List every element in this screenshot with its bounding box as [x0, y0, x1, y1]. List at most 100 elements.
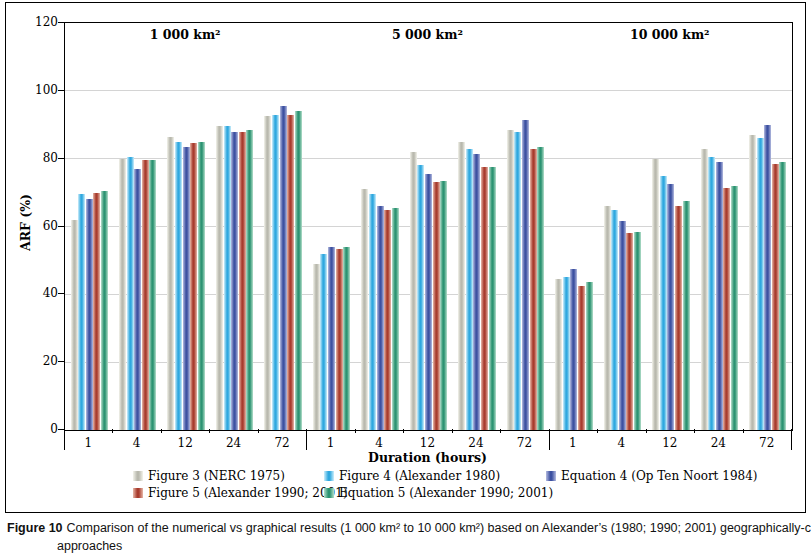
bar: [611, 210, 618, 430]
bar: [683, 201, 690, 430]
bar: [749, 135, 756, 430]
bar: [417, 165, 424, 430]
x-tick-label: 24: [209, 436, 257, 450]
bar: [514, 132, 521, 430]
bar: [361, 189, 368, 430]
x-tick-label: 12: [403, 436, 451, 450]
x-tick-label: 1: [306, 436, 354, 450]
x-tick-mark: [743, 429, 744, 433]
bar: [93, 193, 100, 430]
bar: [675, 206, 682, 430]
legend-swatch: [324, 471, 334, 481]
x-tick-mark: [452, 429, 453, 433]
y-tick-mark: [58, 293, 64, 294]
bar: [425, 174, 432, 430]
bar: [198, 142, 205, 430]
bar: [563, 277, 570, 430]
y-tick-mark: [58, 361, 64, 362]
legend-swatch: [546, 471, 556, 481]
bar: [410, 152, 417, 430]
bar: [757, 138, 764, 430]
y-tick-label: 40: [6, 286, 58, 300]
bar: [287, 115, 294, 430]
bar: [377, 206, 384, 430]
legend-item: Figure 5 (Alexander 1990; 2001): [133, 484, 324, 501]
y-tick-label: 100: [6, 83, 58, 97]
bar: [320, 254, 327, 430]
legend-swatch: [324, 488, 334, 498]
bar: [343, 247, 350, 430]
x-tick-label: 12: [646, 436, 694, 450]
figure-caption: Figure 10Comparison of the numerical vs …: [7, 520, 811, 555]
bar: [134, 169, 141, 430]
bar: [183, 147, 190, 430]
y-tick-mark: [58, 158, 64, 159]
figure-page: ARF (%) 020406080100120 1412247214122472…: [0, 0, 811, 560]
bar: [701, 149, 708, 431]
bar: [626, 233, 633, 430]
x-tick-label: 72: [743, 436, 791, 450]
bar: [716, 162, 723, 430]
y-tick-label: 120: [6, 15, 58, 29]
x-tick-label: 72: [500, 436, 548, 450]
plot-area: [64, 22, 793, 431]
bar: [142, 160, 149, 430]
bar: [384, 210, 391, 430]
x-tick-label: 72: [258, 436, 306, 450]
bar: [473, 154, 480, 430]
bar: [433, 182, 440, 430]
area-group-label: 10 000 km²: [549, 27, 791, 42]
bar: [231, 132, 238, 430]
x-tick-mark: [258, 429, 259, 433]
bar: [604, 206, 611, 430]
bar: [246, 130, 253, 430]
legend-item: Figure 4 (Alexander 1980): [324, 467, 546, 484]
bar: [489, 167, 496, 430]
bar: [295, 111, 302, 430]
bar: [392, 208, 399, 430]
figure-caption-text: Comparison of the numerical vs graphical…: [57, 521, 811, 553]
legend-label: Equation 4 (Op Ten Noort 1984): [561, 469, 757, 483]
bar: [119, 159, 126, 430]
bar: [522, 120, 529, 430]
x-axis-title: Duration (hours): [64, 450, 791, 465]
bar: [216, 126, 223, 430]
x-tick-label: 24: [452, 436, 500, 450]
bar: [458, 142, 465, 430]
bar: [708, 157, 715, 430]
y-tick-mark: [58, 22, 64, 23]
bar: [570, 269, 577, 430]
y-tick-label: 20: [6, 354, 58, 368]
bar: [530, 149, 537, 431]
bar: [481, 167, 488, 430]
bar: [369, 194, 376, 430]
bar: [78, 194, 85, 430]
x-tick-label: 24: [694, 436, 742, 450]
bar: [190, 143, 197, 430]
bar: [652, 159, 659, 430]
bar: [507, 130, 514, 430]
x-tick-label: 1: [64, 436, 112, 450]
bar: [466, 149, 473, 431]
bar: [779, 162, 786, 430]
bar: [634, 232, 641, 430]
legend-label: Figure 5 (Alexander 1990; 2001): [148, 486, 348, 500]
x-tick-mark: [500, 429, 501, 433]
bar: [440, 181, 447, 430]
bar: [537, 147, 544, 430]
x-tick-mark: [355, 429, 356, 433]
x-tick-mark: [403, 429, 404, 433]
bar: [101, 191, 108, 430]
bar: [660, 176, 667, 430]
bar: [772, 164, 779, 430]
legend-item: Figure 3 (NERC 1975): [133, 467, 324, 484]
bar: [272, 115, 279, 430]
legend-label: Equation 5 (Alexander 1990; 2001): [339, 486, 553, 500]
bar: [586, 282, 593, 430]
bar: [328, 247, 335, 430]
bar: [555, 279, 562, 430]
bar: [764, 125, 771, 430]
chart-legend: Figure 3 (NERC 1975) Figure 4 (Alexander …: [133, 467, 757, 501]
x-tick-mark: [646, 429, 647, 433]
legend-label: Figure 4 (Alexander 1980): [339, 469, 500, 483]
